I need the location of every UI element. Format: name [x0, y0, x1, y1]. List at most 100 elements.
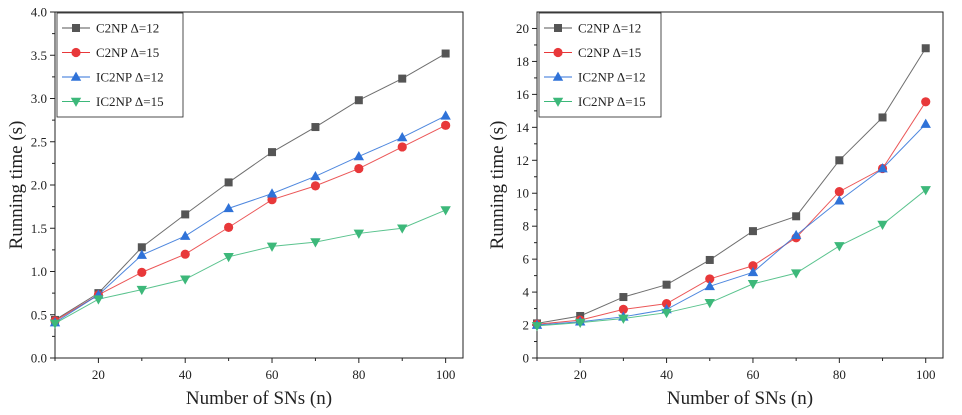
- y-tick-label: 18: [516, 54, 529, 69]
- legend-label: IC2NP Δ=12: [578, 70, 646, 85]
- data-point: [748, 227, 757, 236]
- data-point: [441, 120, 451, 130]
- data-point: [311, 123, 320, 132]
- x-tick-label: 20: [574, 367, 587, 382]
- y-tick-label: 16: [516, 87, 530, 102]
- y-tick-label: 14: [516, 120, 530, 135]
- data-point: [310, 170, 321, 181]
- series-line: [54, 124, 446, 322]
- x-tick-label: 100: [436, 367, 456, 382]
- y-tick-label: 2.0: [31, 178, 47, 193]
- legend-item: C2NP Δ=12: [62, 21, 159, 36]
- data-point: [224, 222, 234, 232]
- data-point: [354, 96, 363, 105]
- legend-marker: [70, 71, 82, 81]
- legend-marker: [72, 24, 80, 32]
- data-point: [224, 178, 233, 187]
- legend-marker: [553, 47, 563, 58]
- x-axis-ticks: 20 40 60 80 100: [536, 358, 935, 382]
- data-point: [705, 255, 714, 264]
- y-tick-label: 8: [523, 219, 530, 234]
- y-tick-label: 4: [523, 285, 530, 300]
- series-line: [54, 209, 446, 324]
- x-axis-title: Number of SNs (n): [667, 388, 813, 409]
- y-axis-title: Running time (s): [6, 121, 27, 250]
- data-point: [398, 74, 407, 83]
- data-point: [792, 212, 801, 221]
- y-tick-label: 4.0: [31, 5, 47, 20]
- data-point: [180, 275, 191, 285]
- legend-label: C2NP Δ=12: [578, 21, 641, 36]
- y-tick-label: 1.0: [31, 264, 47, 279]
- data-point: [266, 242, 278, 252]
- data-point: [310, 238, 321, 248]
- data-point: [618, 304, 628, 314]
- legend-item: C2NP Δ=15: [62, 45, 159, 60]
- data-point: [920, 118, 931, 128]
- legend-marker: [552, 97, 564, 107]
- legend-item: IC2NP Δ=15: [62, 94, 164, 109]
- data-point: [661, 308, 672, 319]
- data-point: [834, 195, 845, 205]
- legend-item: C2NP Δ=12: [544, 21, 641, 36]
- data-point: [747, 266, 759, 277]
- data-point: [921, 97, 931, 107]
- data-point: [49, 319, 61, 329]
- data-point: [397, 224, 408, 234]
- data-point: [877, 163, 888, 173]
- data-point: [704, 280, 715, 291]
- x-tick-label: 80: [833, 367, 846, 382]
- data-point: [354, 163, 364, 174]
- series-3: [531, 118, 931, 329]
- data-point: [266, 188, 278, 198]
- data-point: [834, 186, 844, 197]
- data-point: [619, 293, 628, 302]
- legend-item: IC2NP Δ=15: [544, 94, 646, 109]
- data-point: [618, 314, 629, 324]
- data-point: [440, 206, 451, 216]
- data-point: [268, 148, 277, 157]
- data-point: [921, 44, 930, 53]
- y-tick-label: 10: [516, 186, 529, 201]
- y-tick-label: 2: [523, 318, 530, 333]
- legend: C2NP Δ=12 C2NP Δ=15 IC2NP Δ=12 IC2NP Δ=15: [56, 12, 184, 118]
- series-2: [532, 97, 931, 329]
- legend-marker: [554, 24, 562, 32]
- data-point: [790, 269, 802, 279]
- legend-marker: [71, 47, 81, 58]
- y-tick-label: 3.0: [31, 91, 47, 106]
- plot-frame: [536, 11, 944, 359]
- x-tick-label: 40: [179, 367, 192, 382]
- data-point: [310, 181, 321, 191]
- series-line: [536, 189, 927, 327]
- y-tick-label: 0.5: [31, 307, 47, 322]
- data-point: [223, 252, 234, 263]
- data-point: [574, 318, 586, 328]
- x-tick-label: 60: [746, 367, 759, 382]
- data-point: [136, 249, 148, 259]
- data-point: [137, 243, 146, 252]
- series-4: [49, 206, 451, 329]
- legend-marker: [70, 97, 82, 107]
- y-tick-label: 12: [516, 153, 529, 168]
- data-point: [397, 132, 408, 142]
- y-tick-label: 1.5: [31, 221, 47, 236]
- y-tick-label: 3.5: [31, 48, 47, 63]
- y-tick-label: 0.0: [31, 351, 47, 366]
- data-point: [878, 113, 887, 122]
- data-point: [223, 202, 234, 213]
- series-line: [536, 47, 927, 324]
- chart-right: 20 40 60 80 100 0 2 4 6 8 10 12 14 16 18 20 Number of SN…: [487, 11, 944, 409]
- data-point: [531, 322, 543, 332]
- data-point: [180, 249, 190, 259]
- data-point: [137, 267, 147, 277]
- data-point: [136, 285, 148, 296]
- y-tick-label: 0: [523, 351, 530, 366]
- series-3: [49, 110, 451, 327]
- legend-label: IC2NP Δ=15: [96, 94, 164, 109]
- data-point: [920, 186, 931, 196]
- data-point: [834, 242, 845, 252]
- legend: C2NP Δ=12 C2NP Δ=15 IC2NP Δ=12 IC2NP Δ=15: [538, 12, 662, 118]
- legend-label: IC2NP Δ=12: [96, 70, 164, 85]
- y-tick-label: 2.5: [31, 134, 47, 149]
